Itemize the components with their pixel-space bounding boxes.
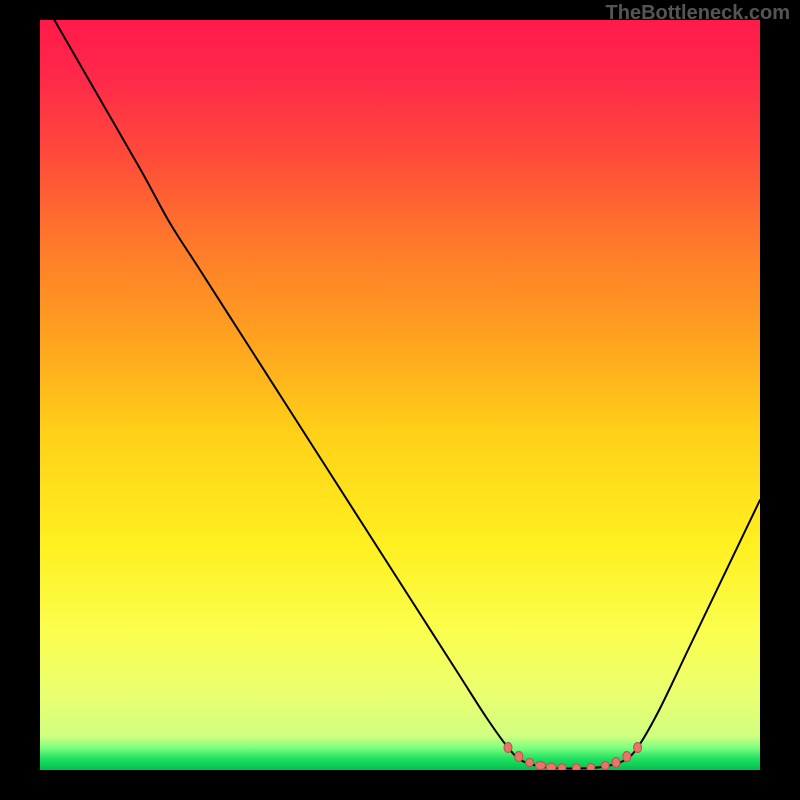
chart-container: TheBottleneck.com (0, 0, 800, 800)
marker-point (572, 764, 580, 770)
marker-point (601, 762, 609, 770)
marker-point (623, 752, 631, 762)
marker-point (515, 752, 523, 762)
marker-point (634, 743, 642, 753)
marker-point (504, 743, 512, 753)
marker-point (535, 762, 545, 770)
marker-point (612, 758, 620, 768)
plot-area (40, 20, 760, 770)
gradient-background (40, 20, 760, 770)
chart-svg (40, 20, 760, 770)
marker-point (558, 764, 566, 770)
marker-point (526, 759, 534, 767)
marker-point (546, 763, 556, 770)
marker-point (587, 763, 595, 770)
watermark-text: TheBottleneck.com (606, 2, 790, 25)
